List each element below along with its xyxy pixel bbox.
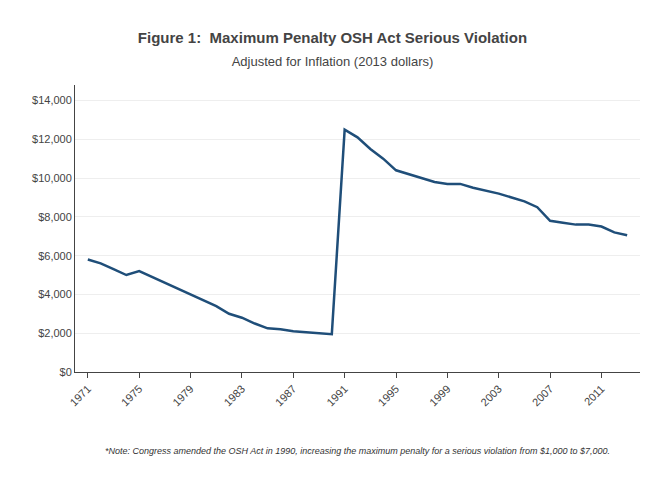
svg-text:2003: 2003 [478, 383, 504, 409]
svg-text:$0: $0 [60, 366, 72, 378]
svg-text:$2,000: $2,000 [38, 327, 72, 339]
svg-text:1995: 1995 [376, 383, 402, 409]
svg-text:$8,000: $8,000 [38, 211, 72, 223]
svg-text:$6,000: $6,000 [38, 250, 72, 262]
svg-text:1983: 1983 [221, 383, 247, 409]
svg-text:1991: 1991 [324, 383, 350, 409]
svg-text:2007: 2007 [530, 383, 556, 409]
svg-text:$12,000: $12,000 [32, 133, 72, 145]
svg-text:2011: 2011 [582, 383, 607, 408]
svg-text:*Note: Congress amended the OS: *Note: Congress amended the OSH Act in 1… [105, 446, 610, 456]
svg-text:$4,000: $4,000 [38, 288, 72, 300]
svg-text:1971: 1971 [67, 383, 93, 409]
svg-text:1975: 1975 [119, 383, 145, 409]
svg-text:$10,000: $10,000 [32, 172, 72, 184]
svg-text:Adjusted for Inflation (2013 d: Adjusted for Inflation (2013 dollars) [232, 54, 434, 69]
svg-text:1987: 1987 [273, 383, 299, 409]
svg-text:Figure 1: Maximum Penalty OSH: Figure 1: Maximum Penalty OSH Act Seriou… [138, 29, 527, 46]
svg-text:1999: 1999 [427, 383, 453, 409]
svg-text:$14,000: $14,000 [32, 94, 72, 106]
svg-text:1979: 1979 [170, 383, 196, 409]
